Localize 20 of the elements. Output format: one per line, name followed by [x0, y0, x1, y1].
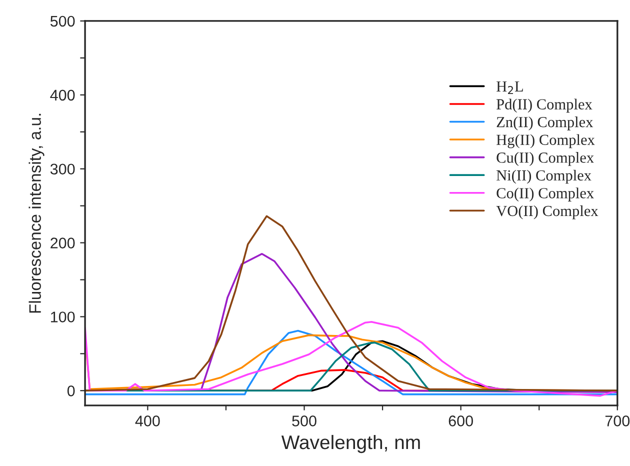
y-tick-label: 200	[50, 238, 75, 248]
x-tick-label: 500	[292, 416, 316, 426]
legend-label: Hg(II) Complex	[496, 134, 595, 148]
x-axis-title: Wavelength, nm	[281, 434, 420, 454]
x-tick-label: 700	[605, 416, 630, 426]
legend-label: Pd(II) Complex	[496, 98, 592, 113]
legend-label: Cu(II) Complex	[496, 152, 594, 166]
legend-label: Zn(II) Complex	[496, 116, 594, 130]
y-tick-label: 300	[50, 164, 75, 175]
legend-label: Ni(II) Complex	[496, 170, 592, 184]
legend-label: Co(II) Complex	[496, 188, 594, 202]
y-tick-label: 500	[50, 16, 75, 27]
y-axis-title: Fluorescence intensity, a.u.	[28, 114, 44, 313]
x-tick-label: 400	[135, 416, 160, 426]
legend-label: H$_{2}$L	[496, 81, 523, 94]
y-tick-label: 100	[51, 312, 75, 322]
x-tick-label: 600	[448, 416, 473, 426]
y-tick-label: 400	[50, 90, 75, 101]
y-tick-label: 0	[67, 386, 75, 396]
legend-label: VO(II) Complex	[496, 205, 598, 220]
